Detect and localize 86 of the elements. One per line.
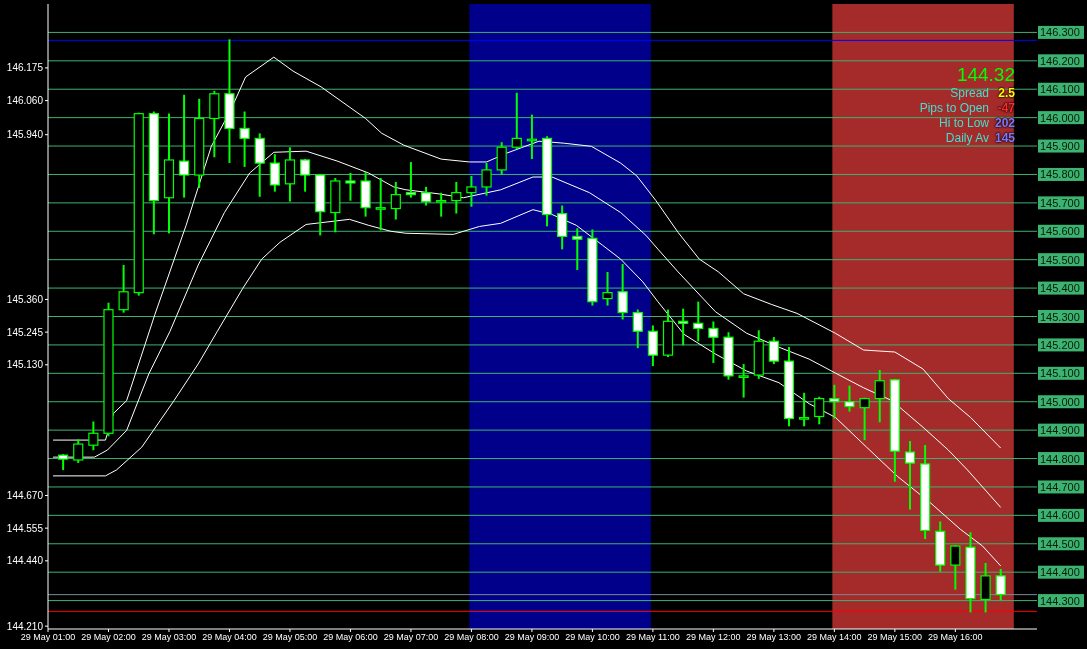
candlestick — [814, 396, 825, 425]
candlestick — [950, 545, 961, 590]
ref-line-label: 144.600 — [1040, 509, 1080, 522]
y-tick-label: 144.210 — [6, 620, 44, 632]
ref-line-label: 145.600 — [1040, 225, 1080, 238]
ref-line-label: 146.000 — [1040, 111, 1080, 124]
candlestick — [738, 364, 749, 398]
candlestick — [511, 92, 522, 150]
x-tick-label: 29 May 15:00 — [867, 632, 923, 643]
ref-line-label: 145.100 — [1040, 367, 1080, 380]
ref-line-label: 145.700 — [1040, 196, 1080, 209]
candlestick — [874, 370, 885, 423]
x-tick-label: 29 May 04:00 — [202, 632, 257, 643]
candlestick — [88, 421, 99, 451]
candlestick — [859, 397, 870, 441]
y-tick-label: 145.360 — [6, 294, 44, 305]
ref-line-label: 145.900 — [1040, 140, 1080, 153]
ref-line-label: 145.000 — [1040, 395, 1080, 408]
candlestick — [451, 181, 462, 214]
x-tick-label: 29 May 02:00 — [81, 632, 136, 643]
candlestick — [299, 158, 311, 192]
ref-line-label: 144.300 — [1040, 594, 1080, 607]
x-tick-label: 29 May 10:00 — [565, 632, 620, 643]
candlestick — [390, 181, 401, 220]
candlestick — [647, 325, 658, 367]
ref-line-label: 145.300 — [1040, 310, 1080, 323]
y-tick-label: 146.175 — [6, 62, 44, 74]
candlestick — [799, 392, 810, 427]
candlestick — [375, 178, 386, 231]
x-tick-label: 29 May 01:00 — [20, 632, 76, 643]
ref-line-label: 144.700 — [1040, 480, 1080, 493]
y-tick-label: 144.670 — [6, 490, 44, 502]
candlestick — [693, 301, 704, 342]
candlestick — [602, 272, 613, 306]
candlestick — [179, 94, 190, 198]
annotation: 144.32 — [955, 64, 1015, 86]
candlestick — [829, 384, 840, 419]
candlestick — [572, 228, 583, 271]
candlestick — [345, 172, 356, 201]
candlestick — [678, 308, 689, 346]
candlestick — [118, 264, 129, 313]
ref-line-label: 145.800 — [1040, 168, 1080, 181]
x-tick-label: 29 May 14:00 — [807, 632, 862, 643]
ref-line-label: 146.200 — [1040, 54, 1080, 67]
x-tick-label: 29 May 13:00 — [746, 632, 802, 643]
x-tick-label: 29 May 07:00 — [383, 632, 439, 643]
ref-line-label: 144.900 — [1040, 424, 1080, 437]
candlestick — [768, 337, 779, 365]
y-tick-label: 144.555 — [6, 522, 44, 534]
candlestick — [632, 309, 643, 349]
candlestick — [239, 111, 250, 167]
candlestick — [904, 441, 916, 510]
x-tick-label: 29 May 06:00 — [323, 632, 378, 643]
ref-line-label: 145.500 — [1040, 253, 1080, 266]
y-tick-label: 145.940 — [6, 129, 44, 141]
x-tick-label: 29 May 12:00 — [686, 632, 741, 643]
ref-line-label: 145.400 — [1040, 282, 1080, 295]
candlestick — [481, 162, 492, 196]
ref-line-label: 144.500 — [1040, 537, 1080, 550]
x-tick-label: 29 May 05:00 — [262, 632, 318, 643]
ref-line-label: 146.100 — [1040, 83, 1080, 96]
candlestick — [496, 142, 507, 175]
candlestick — [708, 321, 719, 363]
candlestick — [73, 439, 84, 463]
x-tick-label: 29 May 11:00 — [625, 632, 680, 643]
candlestick — [980, 562, 991, 613]
ref-line-label: 146.300 — [1040, 26, 1080, 39]
x-tick-label: 29 May 09:00 — [504, 632, 560, 643]
candlestick — [466, 176, 477, 207]
y-tick-label: 144.440 — [6, 555, 44, 567]
candlestick — [405, 162, 417, 198]
ref-line-label: 144.800 — [1040, 452, 1080, 465]
candlestick — [269, 154, 280, 192]
x-tick-label: 29 May 03:00 — [141, 632, 197, 643]
y-tick-label: 145.130 — [6, 359, 44, 371]
candlestick — [284, 147, 296, 202]
y-tick-label: 146.060 — [6, 95, 44, 107]
y-tick-label: 145.245 — [6, 326, 44, 338]
candlestick — [844, 385, 855, 412]
ref-line-label: 144.400 — [1040, 566, 1080, 579]
x-tick-label: 29 May 08:00 — [444, 632, 499, 643]
candlestick — [436, 192, 447, 217]
ref-line-label: 145.200 — [1040, 338, 1080, 351]
candlestick — [995, 568, 1006, 601]
x-tick-label: 29 May 16:00 — [928, 632, 983, 643]
candlestick — [617, 264, 628, 320]
